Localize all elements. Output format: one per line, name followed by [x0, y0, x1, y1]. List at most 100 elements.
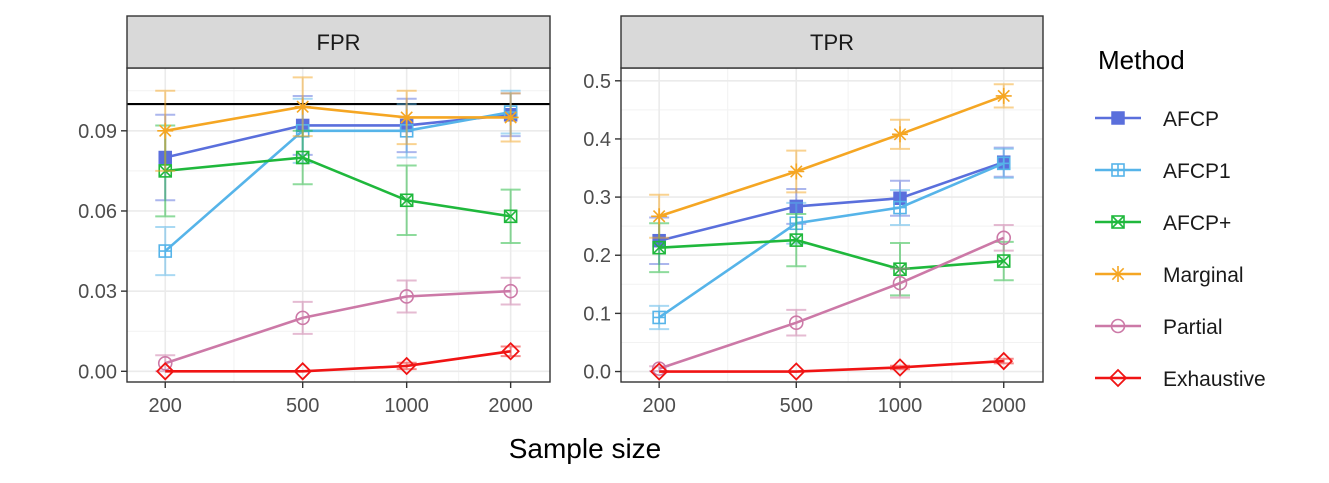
- y-tick-label: 0.03: [78, 281, 117, 303]
- marker-circle: [651, 361, 667, 376]
- marker-circle: [1110, 318, 1126, 334]
- series-line: [165, 105, 511, 133]
- x-tick-label: 200: [149, 395, 182, 417]
- x-tick-label: 1000: [384, 395, 429, 417]
- legend-label: AFCP+: [1163, 212, 1231, 235]
- data-point: [788, 315, 804, 330]
- data-point: [295, 150, 310, 165]
- marker-circle: [157, 355, 173, 371]
- x-axis-title: Sample size: [509, 433, 662, 464]
- marker-x-b: [400, 193, 414, 207]
- series-line: [658, 162, 1005, 319]
- y-tick-label: 0.09: [78, 121, 117, 143]
- data-point: [890, 358, 910, 377]
- legend-label: Partial: [1163, 316, 1223, 339]
- strip-background: [620, 15, 1044, 69]
- marker-square: [295, 150, 310, 165]
- marker-diamond: [890, 358, 910, 377]
- marker-asterisk-arm: [296, 100, 309, 113]
- data-point: [788, 163, 805, 180]
- strip-background: [126, 15, 551, 69]
- y-tick-label: 0.00: [78, 361, 117, 383]
- strip-label: FPR: [317, 30, 361, 55]
- x-tick-label: 2000: [981, 395, 1026, 417]
- data-point: [295, 310, 310, 326]
- marker-circle: [295, 310, 310, 326]
- data-point: [158, 244, 173, 258]
- series-line: [164, 289, 511, 365]
- data-point: [155, 362, 175, 381]
- series-line: [165, 156, 511, 218]
- data-point: [996, 254, 1011, 268]
- series-line: [164, 110, 511, 253]
- series-line: [658, 160, 1005, 242]
- legend-item-marginal: Marginal: [1095, 264, 1244, 287]
- data-point: [503, 283, 518, 299]
- y-tick-label: 0.5: [583, 71, 611, 93]
- series-marginal: [649, 83, 1014, 239]
- marker-diamond: [397, 356, 416, 376]
- series-line: [659, 359, 1004, 373]
- x-tick-label: 2000: [488, 395, 533, 417]
- marker-asterisk-arm: [400, 111, 413, 124]
- y-tick-label: 0.06: [78, 201, 117, 223]
- strip-label: TPR: [810, 30, 854, 55]
- marker-circle: [788, 315, 804, 330]
- series-line: [658, 94, 1005, 218]
- data-point: [502, 109, 519, 126]
- y-tick-label: 0.2: [583, 245, 611, 267]
- data-point: [157, 122, 174, 139]
- data-point: [786, 362, 806, 381]
- marker-x-b: [1111, 215, 1125, 229]
- data-point: [399, 289, 414, 304]
- panel-tpr: TPR 0.0 0.1 0.2 0.3 0.4 0.5 200 500 1000 2000: [583, 15, 1044, 417]
- marker-diamond: [501, 341, 520, 361]
- marker-circle: [996, 230, 1012, 246]
- marker-asterisk-arm: [504, 111, 517, 124]
- legend-label: AFCP: [1163, 108, 1219, 131]
- data-point: [652, 240, 666, 255]
- series-afcp: [649, 212, 1014, 297]
- marker-x-b: [296, 150, 310, 165]
- data-point: [649, 362, 669, 381]
- marker-asterisk-arm: [652, 210, 666, 223]
- data-point: [996, 230, 1012, 246]
- marker-square: [1111, 111, 1125, 125]
- y-tick-label: 0.1: [583, 303, 611, 325]
- marker-asterisk-arm: [893, 128, 907, 141]
- data-point: [892, 275, 908, 291]
- data-point: [399, 193, 414, 208]
- marker-x-b: [652, 241, 666, 255]
- legend-item-afcp: AFCP: [1095, 108, 1219, 131]
- series-line: [164, 113, 511, 159]
- plot-background: [621, 68, 1043, 382]
- series-line: [165, 349, 511, 373]
- marker-x-b: [789, 233, 803, 247]
- series-exhaustive: [155, 341, 521, 381]
- marker-asterisk-arm: [159, 124, 172, 138]
- series-exhaustive: [649, 351, 1014, 381]
- data-point: [503, 209, 518, 224]
- data-point: [651, 361, 667, 376]
- series-marginal: [155, 76, 521, 172]
- data-point: [294, 98, 311, 115]
- x-tick-label: 500: [286, 395, 319, 417]
- marker-diamond: [155, 362, 175, 381]
- marker-square: [996, 254, 1011, 268]
- data-point: [892, 126, 909, 143]
- series-line: [659, 238, 1004, 271]
- marker-x-b: [504, 209, 518, 223]
- legend-item-afcp1: AFCP1: [1095, 160, 1231, 183]
- legend-key-marker: [1110, 266, 1126, 282]
- y-tick-label: 0.4: [583, 129, 611, 151]
- legend-item-exhaustive: Exhaustive: [1095, 368, 1266, 391]
- data-point: [157, 355, 173, 371]
- data-point: [397, 356, 416, 376]
- legend-item-partial: Partial: [1095, 316, 1223, 339]
- marker-diamond: [1108, 368, 1128, 388]
- marker-square: [652, 240, 666, 255]
- x-tick-label: 1000: [878, 395, 923, 417]
- marker-diamond: [994, 351, 1014, 371]
- legend-label: Exhaustive: [1163, 368, 1266, 391]
